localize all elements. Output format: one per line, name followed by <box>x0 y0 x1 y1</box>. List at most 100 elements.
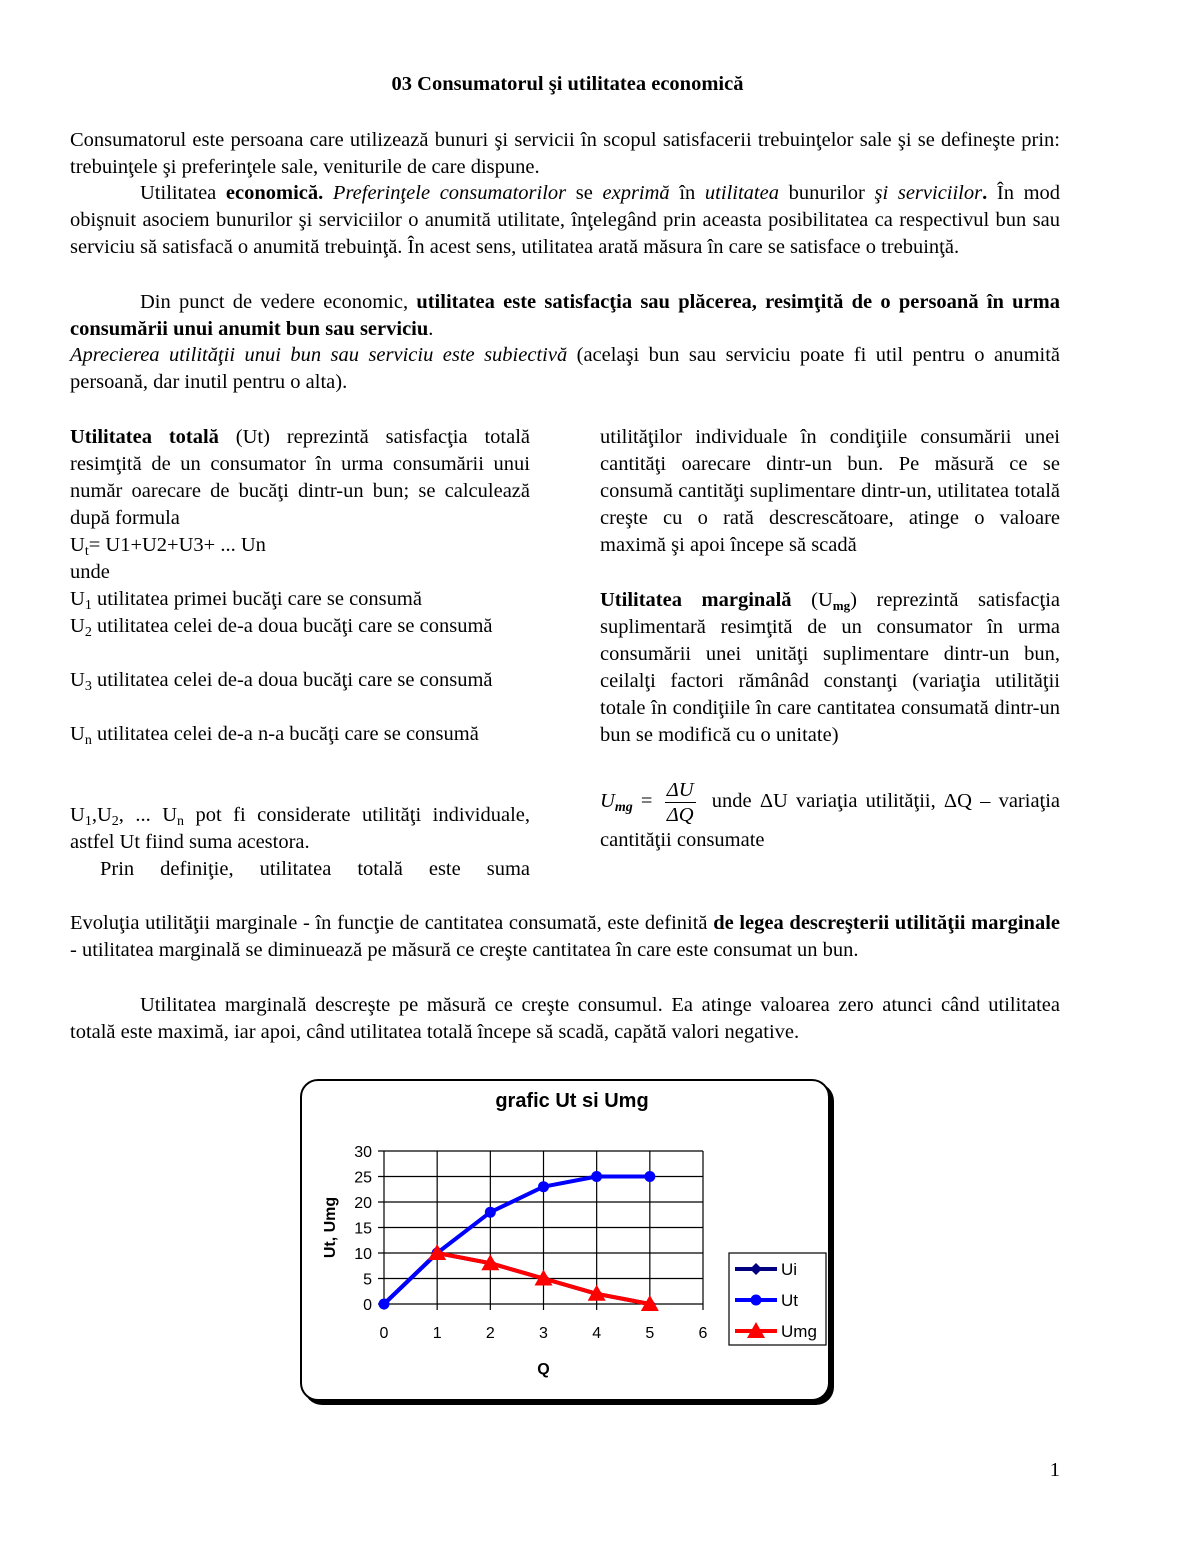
paragraph-marginal-evolution: Evoluţia utilităţii marginale - în funcţ… <box>70 910 1060 964</box>
x-axis-label: Q <box>537 1361 549 1378</box>
text-run: 1 <box>84 598 92 613</box>
data-point-umg <box>534 1269 553 1286</box>
legend-label: Ui <box>781 1260 797 1279</box>
paragraph-consumer-definition: Consumatorul este persoana care utilizea… <box>70 127 1060 181</box>
data-point-ut <box>484 1206 496 1218</box>
legend-marker-ut <box>750 1294 762 1306</box>
formula-equals: = <box>640 790 653 813</box>
text-run: Prin definiţie, utilitatea totală este s… <box>100 858 530 880</box>
where-label: unde <box>70 559 530 586</box>
x-tick-label: 0 <box>380 1325 389 1342</box>
text-run: t <box>84 544 89 559</box>
text-run: - utilitatea marginală se diminuează pe … <box>70 939 859 961</box>
text-run: . <box>982 182 988 204</box>
text-run: (Ut) reprezintă satisfacţia totală resim… <box>70 426 530 529</box>
formula-lhs: U <box>600 790 615 813</box>
y-tick-label: 20 <box>354 1195 372 1212</box>
x-tick-label: 4 <box>592 1325 601 1342</box>
legend-marker-umg <box>747 1322 765 1338</box>
x-tick-label: 6 <box>699 1325 708 1342</box>
text-run: 2 <box>84 625 92 640</box>
text-run: U <box>70 804 85 826</box>
x-tick-label: 1 <box>433 1325 442 1342</box>
marginal-utility-formula-block: Umg = ΔU ΔQ unde ΔU variaţia utilităţii, … <box>600 778 1060 854</box>
utility-chart: grafic Ut si Umg 0 5 10 15 20 25 30 0 1 2 3 4 5 6 Q Ut, … <box>322 1090 827 1378</box>
text-run: 3 <box>84 679 92 694</box>
x-tick-label: 5 <box>645 1325 654 1342</box>
series-line-ut <box>382 1174 650 1306</box>
text-run: unde ΔU variaţia utilităţii, ΔQ – variaţ… <box>600 790 1061 851</box>
text-run: utilităţilor individuale în condiţiile c… <box>600 426 1060 556</box>
formula-fraction: ΔU ΔQ <box>664 778 696 827</box>
text-run: n <box>84 733 92 748</box>
page-number: 1 <box>1049 1459 1060 1481</box>
data-point-umg <box>640 1295 659 1311</box>
data-point-ut <box>378 1298 390 1310</box>
text-run: utilitatea celei de-a n-a bucăţi care se… <box>91 723 479 745</box>
formula-lhs-sub: mg <box>614 800 633 816</box>
paragraph-subjective-utility: Aprecierea utilităţii unui bun sau servi… <box>70 342 1060 396</box>
text-run: Utilitatea marginală <box>600 589 792 611</box>
text-run: . <box>428 318 434 340</box>
formula-denominator: ΔQ <box>666 804 694 826</box>
text-run: , ... U <box>118 804 177 826</box>
text-run: U <box>70 723 85 745</box>
text-run: Utilitatea <box>140 182 226 204</box>
paragraph-economic-utility: Utilitatea economică. Preferinţele consu… <box>70 180 1060 261</box>
data-point-ut <box>591 1171 603 1182</box>
formula-explanation: unde ΔU variaţia utilităţii, ΔQ – variaţ… <box>600 790 1060 851</box>
text-run <box>323 182 333 204</box>
u3-definition: U3 utilitatea celei de-a doua bucăţi car… <box>70 667 530 694</box>
text-run: unde <box>70 561 110 583</box>
text-run: n <box>177 814 184 829</box>
text-run: U <box>70 534 85 556</box>
text-run: bunurilor <box>778 182 875 204</box>
y-tick-label: 25 <box>354 1170 372 1187</box>
text-run: utilitatea celei de-a doua bucăţi care s… <box>91 669 493 691</box>
text-run: ) reprezintă satisfacţia suplimentară re… <box>600 589 1060 746</box>
text-run: (acelaşi bun sau serviciu poate fi util … <box>70 344 1061 393</box>
text-run: U <box>70 669 85 691</box>
u2-definition: U2 utilitatea celei de-a doua bucăţi car… <box>70 613 530 640</box>
text-run: şi serviciilor <box>874 182 983 204</box>
text-run: utilitatea <box>704 182 779 204</box>
marginal-utility-definition: Utilitatea marginală (Umg) reprezintă sa… <box>600 587 1060 749</box>
paragraph-marginal-decrease: Utilitatea marginală descreşte pe măsură… <box>70 992 1060 1046</box>
text-run: Din punct de vedere economic, <box>140 291 417 313</box>
text-run: Preferinţele consumatorilor <box>332 182 567 204</box>
total-utility-continued: utilităţilor individuale în condiţiile c… <box>600 424 1060 559</box>
y-axis-label: Ut, Umg <box>322 1197 339 1258</box>
text-run: pot fi considerate utilităţi individuale… <box>70 804 530 853</box>
chart-title: grafic Ut si Umg <box>495 1090 648 1112</box>
legend-marker-ui <box>750 1263 762 1275</box>
text-run: U <box>70 588 85 610</box>
text-run: Aprecierea utilităţii unui bun sau servi… <box>70 344 568 366</box>
text-run: utilitatea este satisfacţia sau plăcerea… <box>70 291 1060 340</box>
paragraph-utility-definition: Din punct de vedere economic, utilitatea… <box>70 289 1060 343</box>
total-utility-formula: Ut= U1+U2+U3+ ... Un <box>70 532 530 559</box>
text-run: ,U <box>91 804 112 826</box>
text-run: 2 <box>111 814 119 829</box>
marginal-utility-formula: Umg = ΔU ΔQ <box>600 779 712 826</box>
un-definition: Un utilitatea celei de-a n-a bucăţi care… <box>70 721 530 748</box>
y-tick-label: 30 <box>354 1144 372 1161</box>
individual-utilities: U1,U2, ... Un pot fi considerate utilită… <box>70 802 530 856</box>
text-run: utilitatea primei bucăţi care se consumă <box>91 588 422 610</box>
y-tick-label: 10 <box>354 1246 372 1263</box>
by-definition: Prin definiţie, utilitatea totală este s… <box>70 856 530 883</box>
data-point-ut <box>644 1171 656 1182</box>
y-tick-label: 5 <box>363 1272 372 1289</box>
data-point-umg <box>428 1244 447 1260</box>
text-run: = U1+U2+U3+ ... Un <box>88 534 266 556</box>
text-run: 1 <box>84 814 92 829</box>
text-run: de legea descreşterii utilităţii margina… <box>713 912 1060 934</box>
text-run: Utilitatea marginală descreşte pe măsură… <box>70 994 1060 1043</box>
data-point-umg <box>481 1254 500 1271</box>
legend-label: Umg <box>781 1322 817 1341</box>
legend-label: Ut <box>781 1291 798 1310</box>
text-run: exprimă <box>602 182 670 204</box>
y-tick-label: 0 <box>363 1297 372 1314</box>
text-run: se <box>566 182 603 204</box>
text-run: în <box>669 182 705 204</box>
text-run: utilitatea celei de-a doua bucăţi care s… <box>91 615 493 637</box>
